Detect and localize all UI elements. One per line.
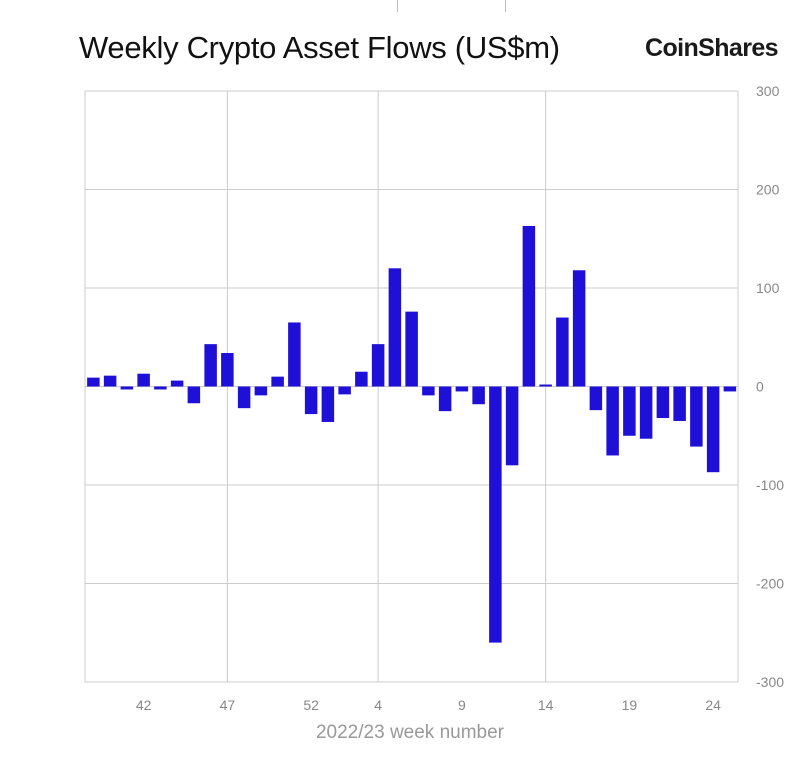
bar	[606, 386, 619, 456]
x-tick-label: 47	[220, 697, 236, 713]
y-tick-labels: 300 200 100 0 -100 -200 -300	[756, 83, 784, 690]
chart-title: Weekly Crypto Asset Flows (US$m)	[79, 30, 560, 65]
brand-logo: CoinShares	[645, 34, 779, 62]
bar	[254, 386, 268, 396]
bar	[455, 386, 469, 392]
x-tick-label: 42	[136, 697, 152, 713]
bar	[388, 268, 402, 387]
bar	[355, 371, 368, 387]
top-edge-mark-left	[397, 0, 398, 12]
y-tick-label: -300	[756, 674, 784, 690]
bar	[120, 386, 134, 390]
bar	[572, 270, 586, 387]
x-axis-label: 2022/23 week number	[316, 722, 505, 743]
bar	[539, 384, 552, 387]
bar	[154, 386, 167, 390]
bar	[237, 386, 251, 409]
y-tick-label: -200	[756, 576, 784, 592]
bars-layer	[87, 225, 737, 643]
bar	[690, 386, 703, 447]
bar	[371, 344, 385, 387]
bar	[556, 317, 569, 387]
y-tick-label: 300	[756, 83, 780, 99]
y-tick-label: 0	[756, 379, 764, 395]
bar	[204, 344, 217, 387]
bar	[438, 386, 452, 412]
bar	[472, 386, 485, 405]
top-edge-mark-right	[505, 0, 506, 12]
x-tick-labels: 42 47 52 4 9 14 19 24	[136, 697, 721, 713]
bar	[405, 311, 418, 387]
x-tick-label: 52	[303, 697, 319, 713]
bar	[489, 386, 502, 643]
y-tick-label: 100	[756, 280, 780, 296]
bar	[304, 386, 318, 415]
x-tick-label: 9	[458, 697, 466, 713]
bar	[656, 386, 670, 419]
x-tick-label: 19	[622, 697, 638, 713]
x-tick-label: 14	[538, 697, 554, 713]
bar	[522, 225, 536, 387]
x-tick-label: 24	[705, 697, 721, 713]
bar	[137, 373, 150, 387]
bar	[87, 377, 100, 387]
bar	[170, 380, 184, 387]
bar	[639, 386, 653, 439]
y-tick-label: -100	[756, 477, 784, 493]
bar	[673, 386, 686, 421]
bar	[623, 386, 636, 436]
bar	[422, 386, 435, 396]
bar	[187, 386, 201, 404]
bar	[103, 375, 117, 387]
x-tick-label: 4	[374, 697, 382, 713]
bar	[338, 386, 351, 395]
bar	[321, 386, 335, 422]
bar	[221, 353, 234, 387]
bar	[288, 322, 301, 387]
bar	[589, 386, 603, 411]
y-tick-label: 200	[756, 182, 780, 198]
bar	[723, 386, 737, 392]
bar	[706, 386, 720, 473]
bar	[271, 376, 284, 387]
bar	[505, 386, 519, 466]
